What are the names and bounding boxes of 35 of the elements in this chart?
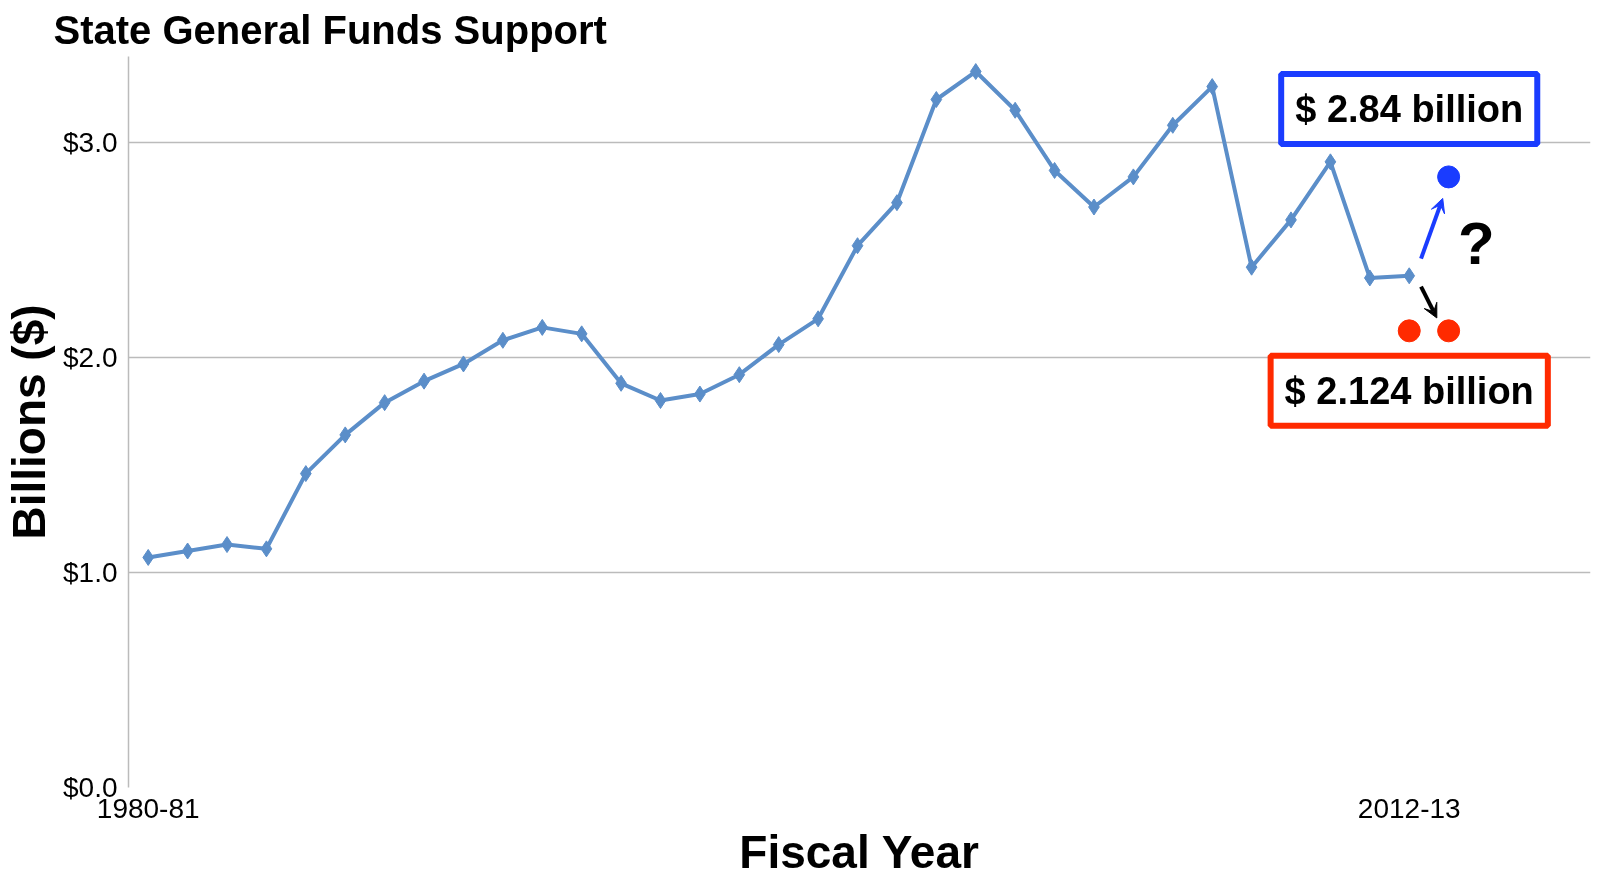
point [930, 91, 943, 108]
point [1403, 267, 1416, 285]
annotation: ? [1457, 210, 1495, 278]
point [536, 318, 549, 336]
point [969, 63, 982, 81]
point [1397, 319, 1421, 343]
point [1437, 319, 1461, 343]
point [654, 392, 667, 409]
point [142, 548, 155, 566]
y-tick-label: $3.0 [63, 127, 118, 158]
point [1245, 258, 1258, 276]
point [1048, 161, 1061, 179]
annotation: $ 2.84 billion [1295, 87, 1524, 130]
point [575, 325, 588, 343]
point [1437, 165, 1461, 189]
y-tick-label: $2.0 [63, 342, 118, 373]
point [1206, 78, 1219, 96]
x-tick-label: 2012-13 [1357, 792, 1461, 824]
point [1166, 116, 1179, 134]
point [851, 237, 864, 255]
chart-title: State General Funds Support [53, 7, 607, 52]
point [260, 540, 273, 558]
point [181, 542, 194, 560]
point [772, 336, 785, 354]
point [339, 426, 352, 444]
point [733, 366, 746, 384]
y-axis-title: Billions ($) [3, 304, 55, 540]
point [1324, 153, 1337, 171]
annotation: $ 2.124 billion [1284, 369, 1534, 412]
x-axis-title: Fiscal Year [739, 825, 979, 878]
point [1127, 168, 1140, 186]
point [378, 394, 391, 412]
y-tick-label: $1.0 [63, 557, 118, 588]
point [457, 355, 470, 373]
point [1363, 269, 1376, 287]
